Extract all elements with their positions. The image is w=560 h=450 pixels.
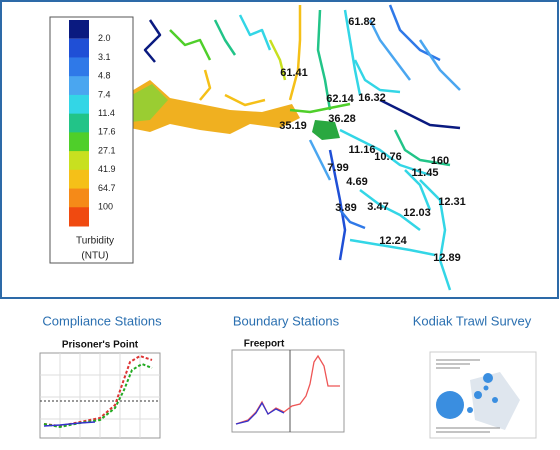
station-label: 11.45 xyxy=(412,167,439,179)
station-label: 3.89 xyxy=(335,202,356,214)
thumbnail-line xyxy=(43,362,153,429)
station-label: 3.47 xyxy=(367,201,388,213)
thumbnail-bubble xyxy=(474,391,482,399)
station-label: 16.32 xyxy=(358,92,386,104)
legend-label: 3.1 xyxy=(98,52,111,62)
legend-swatch xyxy=(69,38,89,58)
river xyxy=(213,19,237,56)
river xyxy=(224,93,266,107)
station-label: 61.41 xyxy=(280,67,308,79)
river xyxy=(199,69,212,101)
thumbnail-title: Freeport xyxy=(244,339,285,350)
station-label: 12.24 xyxy=(379,235,407,247)
river xyxy=(308,139,332,181)
thumbnail-bubble xyxy=(436,391,464,419)
thumbnail-bubble xyxy=(483,385,489,391)
thumbnail: Prisoner's Point xyxy=(39,340,161,439)
legend-label: 11.4 xyxy=(98,108,115,118)
river xyxy=(419,179,452,291)
river xyxy=(343,9,362,96)
thumbnail-bubble xyxy=(483,373,493,383)
legend-bar: 2.0 3.1 4.8 7.4 11.4 17.6 27.1 41.9 64.7 100 xyxy=(69,20,116,227)
legend-label: 64.7 xyxy=(98,183,116,193)
river xyxy=(393,129,451,167)
river xyxy=(289,102,351,114)
legend-label: 41.9 xyxy=(98,164,116,174)
station-label: 12.31 xyxy=(438,196,466,208)
legend-swatch xyxy=(69,113,89,133)
station-label: 12.89 xyxy=(433,252,461,264)
station-label: 61.82 xyxy=(348,16,376,28)
legend-swatch xyxy=(69,94,89,115)
legend-box xyxy=(49,16,134,264)
legend-swatch xyxy=(69,57,89,77)
station-label: 12.03 xyxy=(403,207,431,219)
legend: 2.0 3.1 4.8 7.4 11.4 17.6 27.1 41.9 64.7 100 Turb… xyxy=(49,16,134,264)
legend-swatch xyxy=(69,188,89,208)
river xyxy=(328,149,347,261)
station-label: 11.16 xyxy=(349,144,376,156)
legend-label: 17.6 xyxy=(98,127,116,137)
bay-area xyxy=(312,120,340,140)
river xyxy=(339,128,431,177)
legend-swatch xyxy=(69,169,89,190)
thumbnail-grid xyxy=(40,353,160,438)
panel-caption: Kodiak Trawl Survey xyxy=(413,313,532,328)
legend-swatch xyxy=(69,76,89,96)
legend-label: 27.1 xyxy=(98,145,116,155)
panel-caption: Boundary Stations xyxy=(233,313,340,328)
panel-caption: Compliance Stations xyxy=(42,313,162,328)
legend-unit: (NTU) xyxy=(81,251,108,262)
bay-area xyxy=(130,80,300,134)
river xyxy=(359,189,421,231)
station-label: 10.76 xyxy=(374,151,402,163)
thumbnail-text-lines xyxy=(436,359,480,369)
map xyxy=(130,80,340,140)
river xyxy=(316,9,332,111)
legend-label: 100 xyxy=(98,202,113,212)
legend-label: 2.0 xyxy=(98,33,111,43)
station-label: 35.19 xyxy=(279,120,307,132)
station-label: 4.69 xyxy=(346,176,367,188)
river xyxy=(368,19,411,81)
thumbnail: Freeport xyxy=(231,339,345,433)
legend-label: 7.4 xyxy=(98,89,111,99)
legend-swatch xyxy=(69,207,89,227)
rivers xyxy=(143,4,461,291)
thumbnail-title: Prisoner's Point xyxy=(62,340,139,351)
thumbnail-line xyxy=(43,421,96,427)
river xyxy=(268,39,287,81)
river xyxy=(339,209,366,230)
legend-label: 4.8 xyxy=(98,71,111,81)
river xyxy=(238,14,272,51)
legend-swatch xyxy=(69,132,89,152)
river xyxy=(349,238,436,257)
station-label: 160 xyxy=(431,155,449,167)
river xyxy=(288,5,302,101)
station-label: 62.14 xyxy=(326,93,354,105)
thumbnail-bubble xyxy=(467,407,473,413)
thumbnail-text-lines xyxy=(436,427,500,433)
river xyxy=(169,29,212,61)
legend-title: Turbidity xyxy=(76,236,114,247)
station-label: 36.28 xyxy=(328,113,356,125)
river xyxy=(418,39,461,91)
thumbnail-bubble xyxy=(492,397,498,403)
river xyxy=(379,98,461,130)
legend-swatch xyxy=(69,151,89,171)
thumbnail xyxy=(429,351,537,439)
legend-swatch xyxy=(69,20,89,39)
thumbnail-line xyxy=(235,401,285,425)
river xyxy=(353,59,401,94)
river xyxy=(404,169,432,211)
river xyxy=(143,19,162,63)
bay-area xyxy=(130,84,168,122)
station-label: 7.99 xyxy=(327,162,348,174)
